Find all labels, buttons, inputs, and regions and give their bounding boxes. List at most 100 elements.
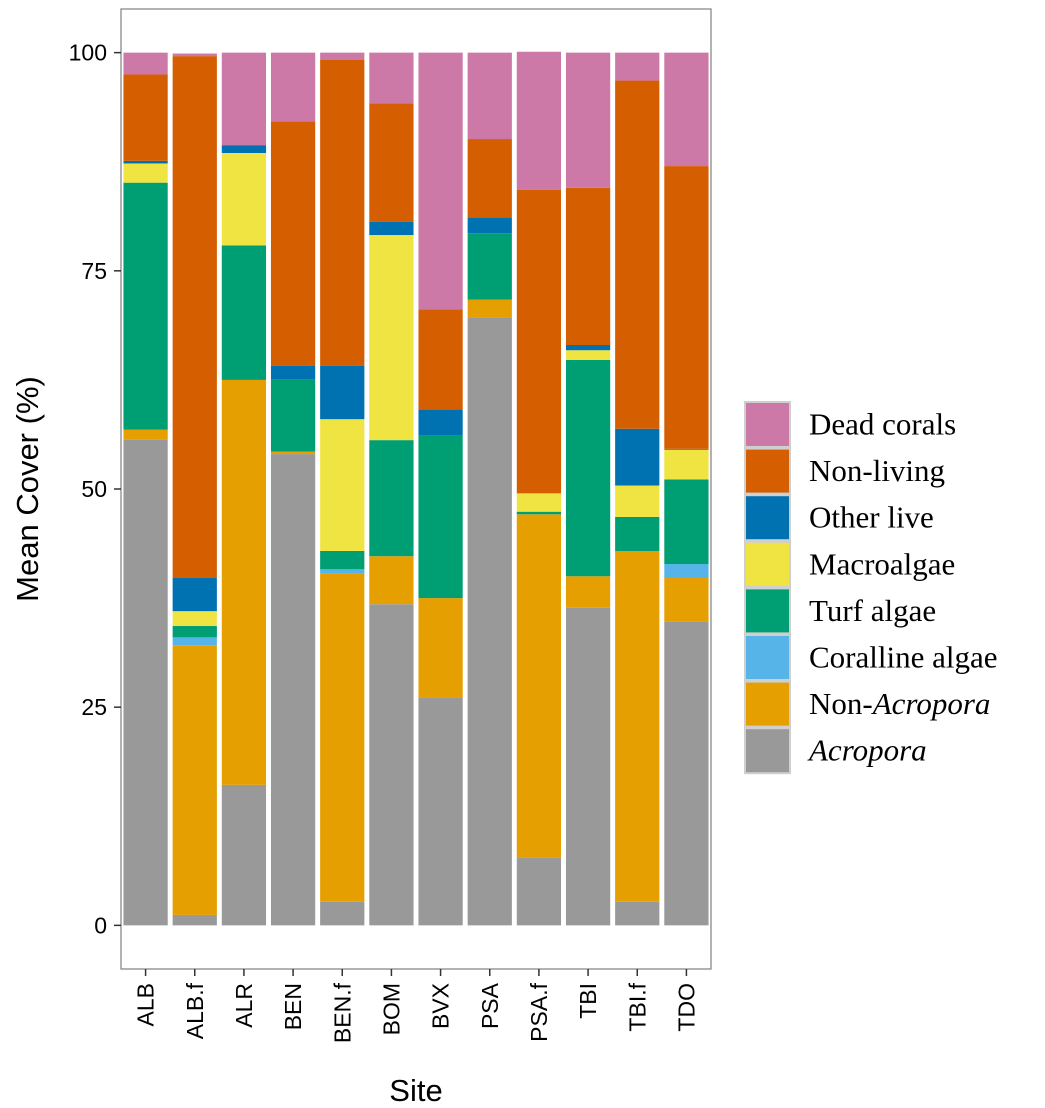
bar-segment-alr-non-acropora [221,379,267,785]
bar-segment-alb-other-live [123,160,168,164]
bar-segment-tbi-turf-algae [565,359,611,577]
bar-segment-tdo-macroalgae [664,449,709,480]
bar-segment-tbi-other-live [565,345,611,351]
bar-segment-tbi-macroalgae [565,350,611,360]
bar-segment-alb-f-dead-corals [172,53,217,57]
bar-stack-tdo [664,52,709,926]
bar-segment-bom-turf-algae [369,440,414,557]
legend-item-turf-algae: Turf algae [744,587,936,635]
x-tick-label-tbi-f: TBI.f [624,982,650,1031]
bar-segment-psa-f-non-acropora [516,514,562,858]
bar-segment-ben-f-non-acropora [320,573,365,902]
bar-segment-bvx-acropora [418,697,463,926]
bar-segment-alr-turf-algae [221,245,267,380]
bar-segment-alb-f-macroalgae [172,611,217,627]
bar-segment-bom-non-acropora [369,556,414,605]
legend-key-acropora [744,727,791,775]
legend-label-other-live: Other live [809,500,934,535]
legend-item-non-acropora: Non-Acropora [744,680,990,728]
bar-stack-psa-f [516,51,562,926]
bar-segment-tbi-dead-corals [565,52,611,188]
bar-segment-psa-turf-algae [467,233,512,300]
bar-segment-alr-acropora [221,784,267,926]
legend-item-acropora: Acropora [744,727,927,775]
bar-segment-bvx-non-living [418,309,463,410]
bar-segment-psa-dead-corals [467,52,512,140]
bar-segment-bvx-other-live [418,409,463,436]
legend-key-dead-corals [744,401,791,448]
bar-segment-tbi-non-acropora [565,576,611,608]
x-axis-title: Site [389,1073,442,1108]
legend-item-macroalgae: Macroalgae [744,540,955,588]
bar-segment-psa-f-turf-algae [516,511,562,515]
bar-segment-tdo-turf-algae [664,479,709,565]
bar-stack-bvx [418,52,463,926]
legend-label-dead-corals: Dead corals [809,407,956,442]
bar-segment-bvx-turf-algae [418,435,463,599]
bar-segment-alb-f-non-living [172,56,217,579]
bar-segment-tdo-other-live [664,448,709,450]
bar-segment-bvx-non-acropora [418,598,463,698]
bar-segment-bom-dead-corals [369,52,414,104]
x-tick-label-tdo: TDO [673,983,699,1032]
bar-stack-ben [270,52,316,926]
bar-segment-bom-acropora [369,604,414,926]
bar-segment-tbi-f-non-acropora [615,550,660,902]
bar-segment-ben-other-live [270,365,316,380]
bar-stack-alb-f [172,53,217,926]
bar-segment-alb-turf-algae [123,182,168,430]
y-tick-label-25: 25 [81,694,107,720]
bar-segment-ben-acropora [270,454,316,926]
bar-segment-alr-macroalgae [221,153,267,246]
bar-segment-ben-f-turf-algae [320,550,365,570]
bar-segment-bom-macroalgae [369,235,414,441]
bar-segment-tbi-f-non-living [615,80,660,429]
bar-segment-ben-f-other-live [320,365,365,420]
x-tick-label-ben: BEN [280,983,306,1030]
bar-segment-tbi-f-acropora [615,901,660,926]
bar-segment-bom-non-living [369,103,414,222]
bar-segment-ben-f-macroalgae [320,419,365,551]
x-tick-label-alb: ALB [133,983,159,1026]
bar-segment-ben-f-non-living [320,59,365,366]
bar-segment-alb-f-acropora [172,914,217,926]
legend-label-acropora: Acropora [807,733,927,768]
y-axis: 0 25 50 75 100 [69,40,121,938]
legend-key-macroalgae [744,540,791,588]
bar-segment-tdo-acropora [664,621,709,926]
bar-segment-ben-f-coralline-algae [320,569,365,574]
bar-segment-tdo-coralline-algae [664,564,709,579]
bar-segment-tbi-f-turf-algae [615,516,660,551]
x-tick-label-psa-f: PSA.f [526,982,552,1041]
y-tick-label-0: 0 [94,912,107,938]
bar-segment-psa-f-acropora [516,857,562,926]
y-axis-title: Mean Cover (%) [10,376,45,602]
bar-segment-ben-non-living [270,121,316,366]
legend-label-non-acropora: Non-Acropora [809,686,990,721]
legend-label-non-living: Non-living [809,453,945,488]
bar-segment-ben-f-dead-corals [320,52,365,60]
bar-segment-psa-non-living [467,139,512,218]
bar-segment-alb-non-acropora [123,429,168,440]
legend-label-turf-algae: Turf algae [809,593,936,628]
bar-segment-tdo-non-acropora [664,578,709,622]
bar-segment-alb-f-turf-algae [172,626,217,638]
bar-segment-alb-dead-corals [123,52,168,75]
bar-segment-alr-other-live [221,145,267,153]
bar-segment-tbi-f-dead-corals [615,52,660,81]
legend-item-other-live: Other live [744,494,934,542]
bar-segment-alb-f-other-live [172,578,217,612]
bar-segment-ben-non-acropora [270,451,316,455]
legend-key-other-live [744,494,791,542]
bar-segment-psa-non-acropora [467,299,512,318]
bar-segment-psa-f-macroalgae [516,493,562,512]
bar-segment-tbi-acropora [565,607,611,926]
bar-segment-ben-f-acropora [320,901,365,926]
bar-stack-alr [221,52,267,926]
legend-label-macroalgae: Macroalgae [809,546,955,581]
bar-segment-tdo-non-living [664,166,709,449]
bar-segment-bvx-dead-corals [418,52,463,310]
bar-segment-alb-macroalgae [123,163,168,183]
bar-segment-psa-acropora [467,317,512,926]
